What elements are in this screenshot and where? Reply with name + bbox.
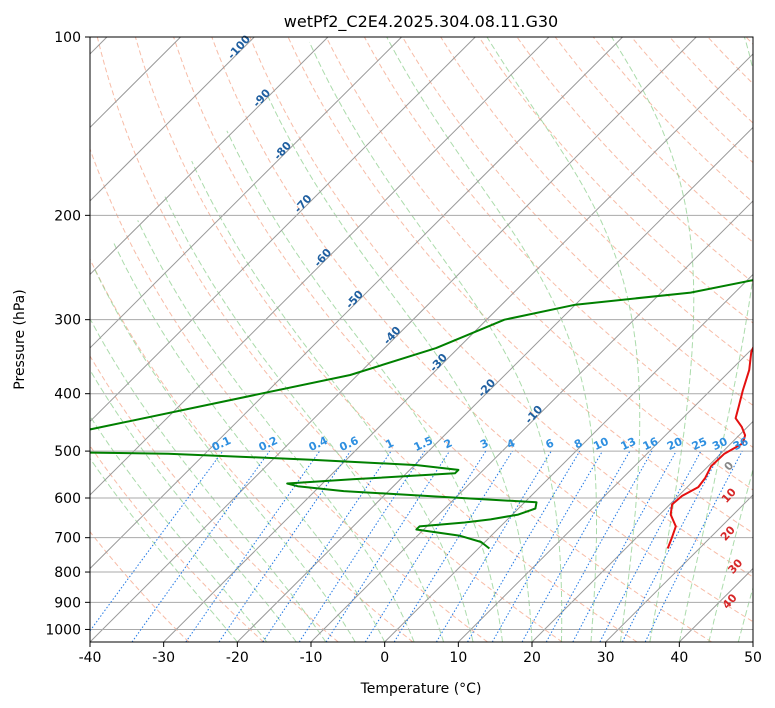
dry-adiabat-line xyxy=(287,37,753,534)
x-tick-label: 10 xyxy=(449,650,467,666)
plot-area xyxy=(90,37,753,642)
x-axis: -40 -30 -20 -10 0 10 20 30 40 50 xyxy=(79,642,762,666)
moist-adiabat-line xyxy=(486,37,641,642)
isotherm-line xyxy=(90,37,476,423)
moist-adiabat-line xyxy=(386,37,597,642)
y-tick-label: 300 xyxy=(54,313,81,329)
isotherm-line xyxy=(457,347,753,642)
mixing-ratio-label: 25 xyxy=(690,435,709,453)
y-tick-label: 200 xyxy=(54,208,81,224)
y-tick-label: 900 xyxy=(54,595,81,611)
y-tick-label: 600 xyxy=(54,491,81,507)
y-tick-label: 800 xyxy=(54,565,81,581)
mixing-ratio-line xyxy=(393,450,513,642)
dry-adiabat-line xyxy=(90,355,339,642)
mixing-ratio-line xyxy=(491,450,603,642)
mixing-ratio-label: 13 xyxy=(619,435,638,453)
y-tick-label: 700 xyxy=(54,531,81,547)
temperature-profile xyxy=(666,345,753,549)
x-tick-label: 40 xyxy=(670,650,688,666)
isotherm-line xyxy=(163,53,753,642)
x-tick-label: 0 xyxy=(380,650,389,666)
dry-adiabat-line xyxy=(173,37,712,642)
mixing-ratio-line xyxy=(521,450,631,642)
mixing-ratio-line xyxy=(218,450,351,642)
isotherm-line xyxy=(90,37,697,642)
x-tick-label: -10 xyxy=(300,650,323,666)
moist-adiabat-line xyxy=(90,369,297,642)
isotherm-line xyxy=(531,420,753,642)
isotherm-line xyxy=(90,37,402,349)
dry-adiabat-line xyxy=(402,37,753,406)
mixing-ratio-line xyxy=(325,450,451,642)
y-tick-label: 400 xyxy=(54,387,81,403)
mixing-ratio-line xyxy=(621,450,722,642)
moist-adiabat-line xyxy=(90,317,327,642)
mixing-ratio-line xyxy=(185,450,321,642)
x-tick-label: -40 xyxy=(79,650,102,666)
dry-adiabat-line xyxy=(516,37,753,284)
mixing-ratio-label: 30 xyxy=(710,435,730,453)
moist-adiabat-line xyxy=(191,160,474,642)
x-tick-label: 50 xyxy=(744,650,762,666)
background-lines xyxy=(90,37,753,642)
plot-frame xyxy=(89,36,754,643)
mixing-ratio-line xyxy=(599,450,702,642)
moist-adiabat-line xyxy=(611,37,695,642)
dewpoint-profile xyxy=(90,279,753,550)
mixing-ratio-label: 16 xyxy=(641,435,661,453)
dry-adiabat-line xyxy=(211,37,753,623)
mixing-ratio-line xyxy=(90,450,224,632)
x-tick-label: -20 xyxy=(226,650,249,666)
mixing-ratio-line xyxy=(364,450,487,642)
y-tick-label: 500 xyxy=(54,444,81,460)
moist-adiabat-line xyxy=(137,220,415,642)
dry-adiabat-line xyxy=(96,37,563,642)
mixing-ratio-line xyxy=(644,450,743,642)
dry-adiabat-line xyxy=(90,147,488,642)
dry-adiabat-line xyxy=(592,37,753,204)
isotherm-line xyxy=(236,126,753,642)
isotherm-line xyxy=(384,273,753,642)
isotherm-line xyxy=(90,37,329,276)
dry-adiabat-line xyxy=(478,37,753,324)
sounding-profiles xyxy=(90,279,753,550)
y-tick-label: 1000 xyxy=(45,622,81,638)
isotherm-line xyxy=(90,37,255,202)
x-tick-label: 30 xyxy=(597,650,615,666)
mixing-ratio-line xyxy=(572,450,677,642)
moist-adiabat-line xyxy=(308,41,563,642)
mixing-ratio-line xyxy=(298,450,426,642)
moist-adiabat-line xyxy=(112,241,386,642)
mixing-ratio-line xyxy=(545,450,653,642)
mixing-ratio-label: 20 xyxy=(665,435,685,453)
isotherm-line xyxy=(90,37,550,496)
y-tick-label: 100 xyxy=(54,30,81,46)
moist-adiabat-line xyxy=(90,457,238,642)
x-axis-label: Temperature (°C) xyxy=(360,681,482,697)
chart-title: wetPf2_C2E4.2025.304.08.11.G30 xyxy=(284,12,558,32)
x-tick-label: 20 xyxy=(523,650,541,666)
dry-adiabat-line xyxy=(90,258,414,642)
dry-adiabat-line xyxy=(325,37,753,491)
mixing-ratio-line xyxy=(131,450,271,642)
moist-adiabat-line xyxy=(267,96,533,642)
isotherm-line xyxy=(90,37,623,570)
mixing-ratio-label: 36 xyxy=(731,435,751,453)
x-tick-label: -30 xyxy=(152,650,175,666)
dry-adiabat-line xyxy=(90,530,190,642)
isotherm-line xyxy=(605,494,753,642)
y-axis: 100 200 300 400 500 600 700 800 900 1000 xyxy=(45,30,90,638)
dry-adiabat-line xyxy=(134,37,638,642)
mixing-ratio-label: 10 xyxy=(591,435,611,453)
moist-adiabat-line xyxy=(164,196,445,642)
moist-adiabat-line xyxy=(93,268,356,642)
isotherm-line xyxy=(310,200,753,642)
y-axis-label: Pressure (hPa) xyxy=(12,289,28,389)
